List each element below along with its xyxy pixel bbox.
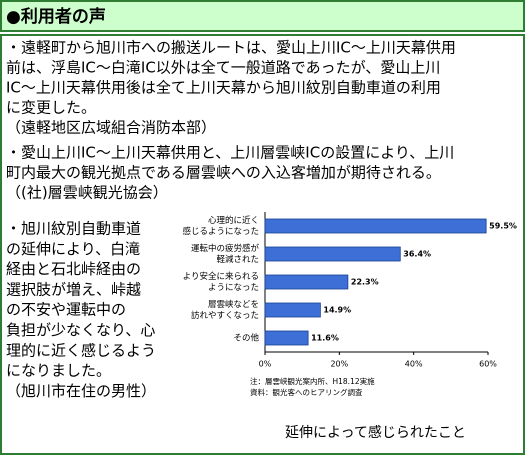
- paragraph-line: IC～上川天幕供用後は全て上川天幕から旭川紋別自動車道の利用: [6, 79, 441, 97]
- category-label: より安全に来られる: [183, 271, 259, 282]
- paragraph-line: の不安や運転中の: [6, 301, 126, 319]
- category-label: 心理的に近く: [208, 215, 259, 226]
- bar: [264, 302, 321, 318]
- paragraph-line: ・遠軽町から旭川市への搬送ルートは、愛山上川IC～上川天幕供用: [6, 39, 456, 57]
- value-label: 59.5%: [489, 222, 517, 231]
- paragraph-line: （遠軽地区広域組合消防本部）: [6, 119, 216, 137]
- chart-note: 資料：観光客へのヒアリング調査: [250, 387, 363, 397]
- content-box: [0, 34, 525, 455]
- value-label: 14.9%: [323, 306, 351, 315]
- category-label: 運転中の疲労感が: [191, 243, 260, 254]
- chart-note: 注：層雲峡観光案内所、H18.12実施: [250, 376, 375, 386]
- paragraph-line: 前は、浮島IC～白滝IC以外は全て一般道路であったが、愛山上川: [6, 59, 440, 77]
- paragraph-line: に変更した。: [6, 99, 96, 117]
- value-label: 22.3%: [351, 278, 379, 287]
- paragraph-line: 選択肢が増え、峠越: [6, 280, 141, 298]
- paragraph-line: 町内最大の観光拠点である層雲峡への入込客増加が期待される。: [6, 164, 441, 182]
- paragraph-line: 経由と石北峠経由の: [6, 260, 141, 278]
- paragraph-line: 負担が少なくなり、心: [6, 321, 155, 339]
- category-label: 層雲峡などを: [208, 299, 259, 310]
- category-label: 訪れやすくなった: [191, 310, 259, 321]
- header-title: ●利用者の声: [6, 6, 106, 27]
- paragraph-line: ・旭川紋別自動車道: [6, 220, 141, 238]
- bar: [264, 246, 401, 262]
- bar: [264, 330, 309, 346]
- x-tick-label: 0%: [259, 360, 272, 369]
- chart-caption: 延伸によって感じられたこと: [285, 424, 466, 441]
- category-label: 感じるようになった: [182, 226, 259, 237]
- x-tick-label: 20%: [330, 360, 348, 369]
- paragraph-line: の延伸により、白滝: [6, 240, 140, 258]
- x-tick-label: 60%: [479, 360, 497, 369]
- value-label: 11.6%: [311, 334, 339, 343]
- category-label: その他: [233, 333, 259, 344]
- paragraph-line: （旭川市在住の男性）: [6, 382, 156, 400]
- paragraph-line: （(社)層雲峡観光協会）: [6, 184, 168, 202]
- bar: [264, 274, 349, 290]
- category-label: ようになった: [208, 283, 259, 293]
- paragraph-line: ・愛山上川IC～上川天幕供用と、上川層雲峡ICの設置により、上川: [6, 144, 454, 162]
- header-box: [0, 0, 525, 32]
- paragraph-line: になりました。: [6, 362, 111, 380]
- category-label: 軽減された: [216, 254, 259, 265]
- value-label: 36.4%: [403, 250, 431, 259]
- bar: [264, 218, 487, 234]
- paragraph-line: 理的に近く感じるよう: [6, 341, 156, 359]
- x-tick-label: 40%: [405, 360, 423, 369]
